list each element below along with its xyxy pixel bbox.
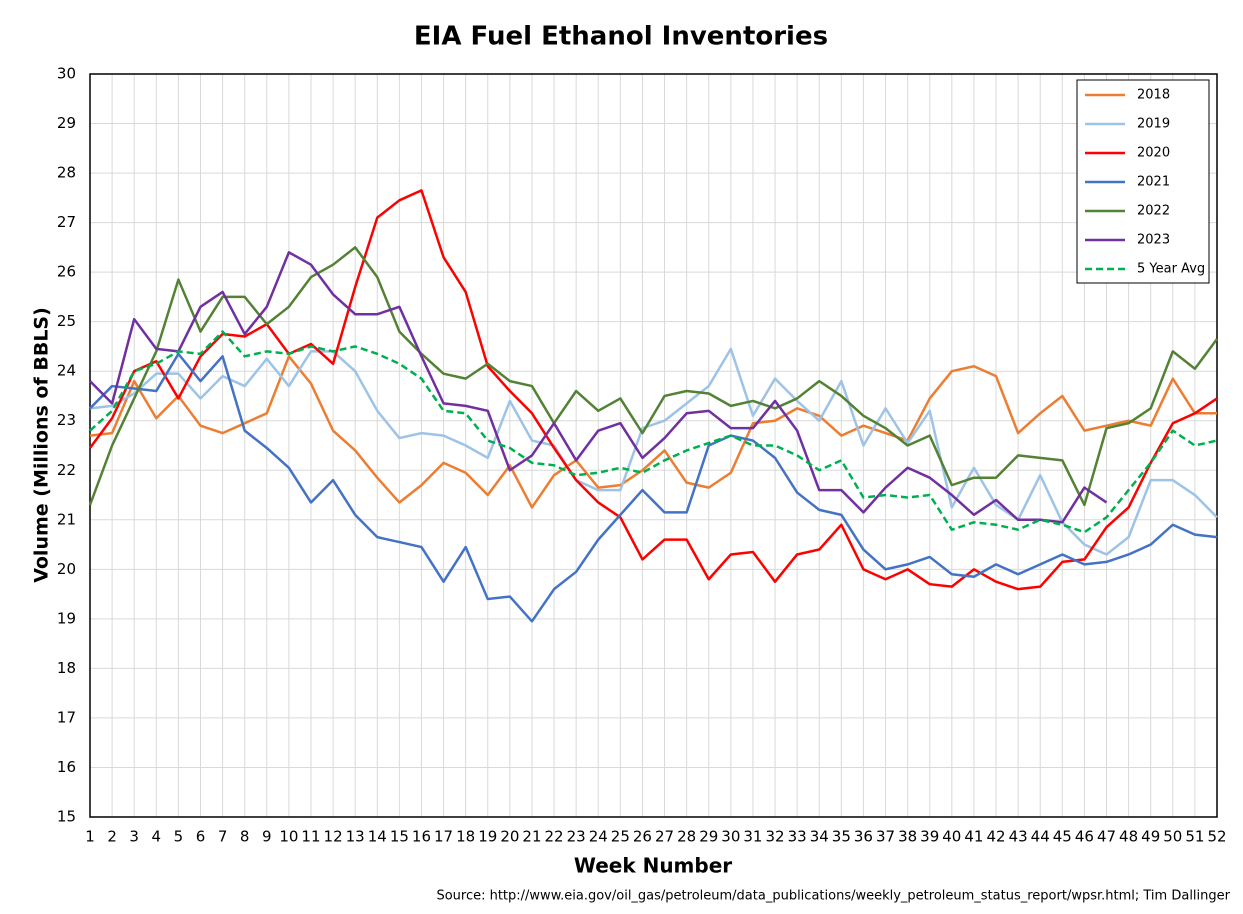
x-tick-label: 27	[655, 828, 674, 846]
legend-label: 2022	[1137, 204, 1170, 219]
x-tick-label: 36	[854, 828, 873, 846]
series-line	[89, 347, 1218, 556]
x-tick-label: 16	[412, 828, 431, 846]
legend-label: 5 Year Avg	[1137, 262, 1205, 277]
y-tick-label: 19	[57, 609, 76, 627]
y-tick-label: 17	[57, 708, 76, 726]
x-tick-label: 1	[85, 828, 95, 846]
x-tick-label: 46	[1075, 828, 1094, 846]
x-tick-label: 13	[346, 828, 365, 846]
series-line	[88, 246, 1219, 507]
x-tick-label: 45	[1053, 828, 1072, 846]
x-tick-label: 12	[324, 828, 343, 846]
x-tick-label: 3	[129, 828, 139, 846]
series-line	[89, 251, 1108, 524]
y-tick-label: 20	[57, 560, 76, 578]
x-tick-label: 22	[545, 828, 564, 846]
legend-label: 2018	[1137, 88, 1170, 103]
source-note: Source: http://www.eia.gov/oil_gas/petro…	[436, 889, 1230, 904]
y-tick-label: 16	[57, 758, 76, 776]
y-tick-label: 23	[57, 411, 76, 429]
x-tick-label: 2	[107, 828, 117, 846]
x-tick-label: 47	[1097, 828, 1116, 846]
legend-label: 2020	[1137, 146, 1170, 161]
y-tick-label: 27	[57, 213, 76, 231]
y-tick-label: 21	[57, 510, 76, 528]
series-line	[89, 355, 1217, 509]
legend-label: 2023	[1137, 233, 1170, 248]
x-tick-label: 43	[1009, 828, 1028, 846]
x-axis-label: Week Number	[574, 854, 732, 878]
x-tick-label: 44	[1031, 828, 1050, 846]
x-tick-label: 10	[279, 828, 298, 846]
plot-border	[89, 73, 1218, 818]
x-tick-label: 11	[301, 828, 320, 846]
x-tick-label: 48	[1119, 828, 1138, 846]
x-tick-label: 51	[1185, 828, 1204, 846]
chart-title: EIA Fuel Ethanol Inventories	[414, 22, 828, 52]
y-tick-label: 15	[57, 808, 76, 826]
series-line	[88, 189, 1218, 591]
series-line	[89, 330, 1218, 534]
x-tick-label: 37	[876, 828, 895, 846]
x-tick-label: 42	[986, 828, 1005, 846]
x-tick-label: 5	[174, 828, 184, 846]
x-tick-label: 50	[1163, 828, 1182, 846]
x-tick-label: 9	[262, 828, 272, 846]
x-tick-label: 14	[368, 828, 387, 846]
y-tick-label: 18	[57, 659, 76, 677]
x-tick-label: 25	[611, 828, 630, 846]
x-tick-label: 21	[522, 828, 541, 846]
y-tick-label: 22	[57, 461, 76, 479]
x-tick-label: 33	[788, 828, 807, 846]
y-tick-label: 29	[57, 114, 76, 132]
x-tick-label: 31	[743, 828, 762, 846]
x-tick-label: 34	[810, 828, 829, 846]
x-tick-label: 40	[942, 828, 961, 846]
x-tick-label: 6	[196, 828, 206, 846]
x-tick-label: 23	[567, 828, 586, 846]
x-tick-label: 18	[456, 828, 475, 846]
x-tick-label: 41	[964, 828, 983, 846]
y-tick-label: 24	[57, 362, 76, 380]
series-line	[89, 352, 1218, 623]
x-tick-label: 39	[920, 828, 939, 846]
x-tick-label: 35	[832, 828, 851, 846]
x-tick-label: 4	[152, 828, 162, 846]
legend-label: 2021	[1137, 175, 1170, 190]
x-tick-label: 38	[898, 828, 917, 846]
x-tick-label: 30	[721, 828, 740, 846]
x-tick-label: 49	[1141, 828, 1160, 846]
y-axis-label: Volume (Millions of BBLS)	[31, 307, 53, 583]
x-tick-label: 17	[434, 828, 453, 846]
x-tick-label: 7	[218, 828, 228, 846]
x-tick-label: 28	[677, 828, 696, 846]
x-tick-label: 24	[589, 828, 608, 846]
y-tick-label: 26	[57, 263, 76, 281]
legend-label: 2019	[1137, 117, 1170, 132]
x-tick-label: 8	[240, 828, 250, 846]
y-tick-label: 25	[57, 312, 76, 330]
x-tick-label: 29	[699, 828, 718, 846]
x-tick-label: 15	[390, 828, 409, 846]
x-tick-label: 20	[500, 828, 519, 846]
x-tick-label: 32	[765, 828, 784, 846]
y-tick-label: 28	[57, 164, 76, 182]
x-tick-label: 26	[633, 828, 652, 846]
y-tick-label: 30	[57, 65, 76, 83]
x-tick-label: 52	[1207, 828, 1226, 846]
x-tick-label: 19	[478, 828, 497, 846]
